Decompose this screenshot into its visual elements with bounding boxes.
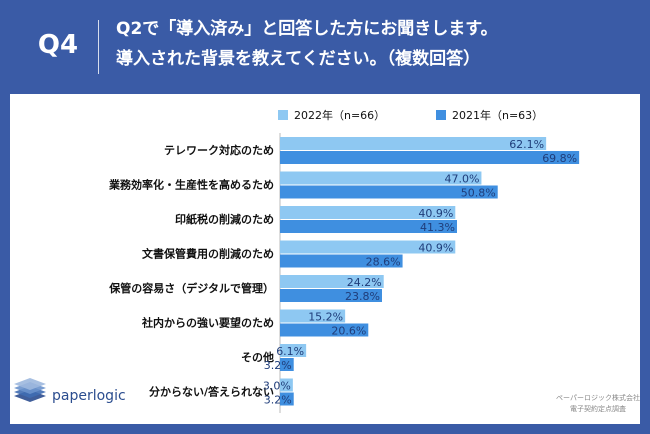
value-label: 40.9% bbox=[418, 207, 453, 220]
question-line-2: 導入された背景を教えてください。（複数回答） bbox=[116, 49, 481, 69]
bar-chart: 2022年（n=66） 2021年（n=63） テレワーク対応のため 62.1%69… bbox=[14, 108, 640, 413]
bar bbox=[280, 171, 482, 185]
question-number: Q4 bbox=[37, 30, 79, 60]
bar bbox=[280, 392, 294, 406]
category-label: 業務効率化・生産性を高めるため bbox=[108, 178, 274, 192]
bar bbox=[280, 220, 457, 233]
category-label: 文書保管費用の削減のため bbox=[142, 247, 274, 261]
value-label: 3.2% bbox=[264, 359, 292, 372]
logo-text: paperlogic bbox=[52, 388, 126, 404]
value-label: 28.6% bbox=[366, 256, 401, 269]
value-label: 6.1% bbox=[276, 345, 304, 358]
category-label: その他 bbox=[241, 350, 274, 364]
bar bbox=[280, 185, 498, 199]
legend-label-1: 2021年（n=63） bbox=[452, 108, 543, 122]
category-label: 保管の容易さ（デジタルで管理） bbox=[108, 281, 274, 295]
header: Q4 Q2で「導入済み」と回答した方にお聞きします。 導入された背景を教えてくだ… bbox=[0, 0, 650, 92]
bar bbox=[280, 309, 346, 323]
value-label: 24.2% bbox=[347, 276, 382, 289]
logo-layer bbox=[14, 378, 46, 390]
footer-survey: 電子契約定点調査 bbox=[570, 404, 626, 413]
value-label: 15.2% bbox=[308, 311, 343, 324]
value-label: 47.0% bbox=[444, 173, 479, 186]
bar bbox=[280, 275, 384, 288]
question-line-1: Q2で「導入済み」と回答した方にお聞きします。 bbox=[116, 19, 498, 39]
bar bbox=[280, 344, 307, 357]
bars: テレワーク対応のため 62.1%69.8% 業務効率化・生産性を高めるため 47.0%… bbox=[108, 133, 580, 413]
legend-label-0: 2022年（n=66） bbox=[294, 108, 385, 122]
paperlogic-logo: paperlogic bbox=[14, 378, 126, 404]
category-label: 分からない/答えられない bbox=[149, 385, 274, 399]
category-label: テレワーク対応のため bbox=[164, 143, 274, 157]
value-label: 20.6% bbox=[331, 325, 366, 338]
header-divider bbox=[98, 20, 99, 74]
value-label: 23.8% bbox=[345, 290, 380, 303]
bar bbox=[280, 289, 382, 302]
bar bbox=[280, 137, 547, 150]
bar bbox=[280, 151, 580, 164]
bar bbox=[280, 240, 456, 254]
category-label: 社内からの強い要望のため bbox=[141, 316, 274, 330]
value-label: 69.8% bbox=[542, 152, 577, 165]
legend: 2022年（n=66） 2021年（n=63） bbox=[278, 108, 543, 122]
bar bbox=[280, 358, 294, 371]
value-label: 3.2% bbox=[264, 394, 292, 407]
value-label: 62.1% bbox=[509, 138, 544, 151]
value-label: 41.3% bbox=[420, 221, 455, 234]
chart-panel: 2022年（n=66） 2021年（n=63） テレワーク対応のため 62.1% 69… bbox=[10, 94, 640, 424]
bar bbox=[280, 206, 456, 219]
footer-company: ペーパーロジック株式会社 bbox=[556, 393, 640, 402]
legend-swatch-1 bbox=[436, 110, 446, 120]
value-label: 40.9% bbox=[418, 242, 453, 255]
bar bbox=[280, 323, 369, 337]
question-text: Q2で「導入済み」と回答した方にお聞きします。 導入された背景を教えてください。… bbox=[116, 14, 636, 74]
value-label: 3.0% bbox=[263, 380, 291, 393]
bar bbox=[280, 378, 293, 392]
bar bbox=[280, 254, 403, 268]
value-label: 50.8% bbox=[461, 187, 496, 200]
legend-swatch-0 bbox=[278, 110, 288, 120]
category-label: 印紙税の削減のため bbox=[175, 212, 274, 226]
